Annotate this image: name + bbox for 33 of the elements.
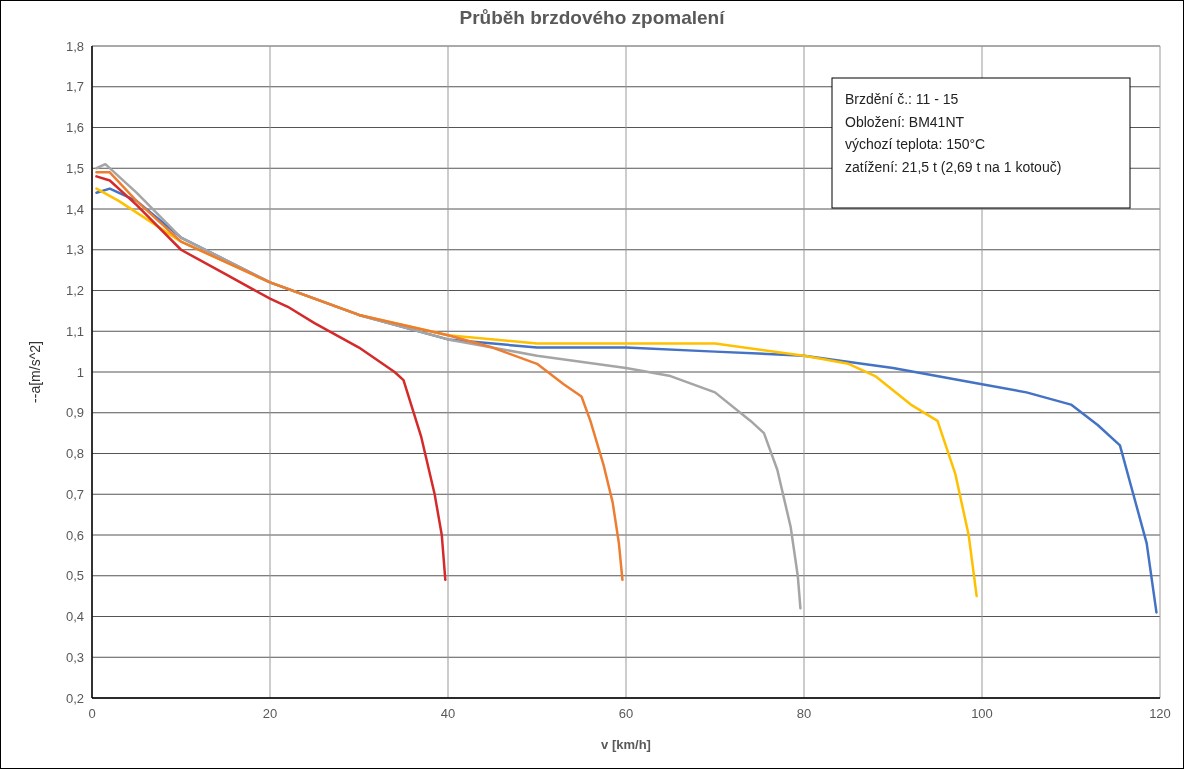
y-tick-label: 0,4 xyxy=(65,609,84,624)
y-tick-label: 1,1 xyxy=(65,323,84,339)
y-tick-label: 1,5 xyxy=(65,160,84,176)
y-axis-title: --a[m/s^2] xyxy=(27,341,43,403)
annotation: Obložení: BM41NT xyxy=(845,113,965,130)
y-tick-label: 0,6 xyxy=(65,527,84,543)
x-tick-label: 120 xyxy=(1149,706,1171,721)
x-axis-title: v [km/h] xyxy=(601,737,651,752)
x-tick-label: 100 xyxy=(971,706,993,721)
y-tick-label: 1,8 xyxy=(65,38,84,54)
y-tick-label: 0,5 xyxy=(65,568,84,584)
y-tick-label: 1,2 xyxy=(65,283,84,298)
y-tick-label: 1,6 xyxy=(65,120,84,135)
x-tick-label: 0 xyxy=(88,706,96,721)
annotation: zatížení: 21,5 t (2,69 t na 1 kotouč) xyxy=(845,158,1062,175)
x-tick-label: 60 xyxy=(618,706,634,721)
y-tick-label: 0,9 xyxy=(65,405,84,421)
x-tick-label: 40 xyxy=(440,706,456,721)
line-series xyxy=(95,175,447,582)
annotation: Brzdění č.: 11 - 15 xyxy=(845,91,959,107)
x-tick-label: 20 xyxy=(262,706,278,721)
x-tick-label: 80 xyxy=(796,706,812,721)
y-tick-label: 1,4 xyxy=(65,201,84,217)
y-tick-label: 1 xyxy=(76,364,84,380)
y-tick-label: 0,8 xyxy=(65,446,84,461)
annotation: výchozí teplota: 150°C xyxy=(845,136,986,152)
y-tick-label: 0,3 xyxy=(65,649,84,665)
y-tick-label: 0,7 xyxy=(65,486,84,502)
chart-title: Průběh brzdového zpomalení xyxy=(459,7,726,28)
y-tick-label: 1,3 xyxy=(65,242,84,258)
y-tick-label: 1,7 xyxy=(65,79,84,95)
y-tick-label: 0,2 xyxy=(65,690,84,706)
line-series xyxy=(95,171,624,582)
